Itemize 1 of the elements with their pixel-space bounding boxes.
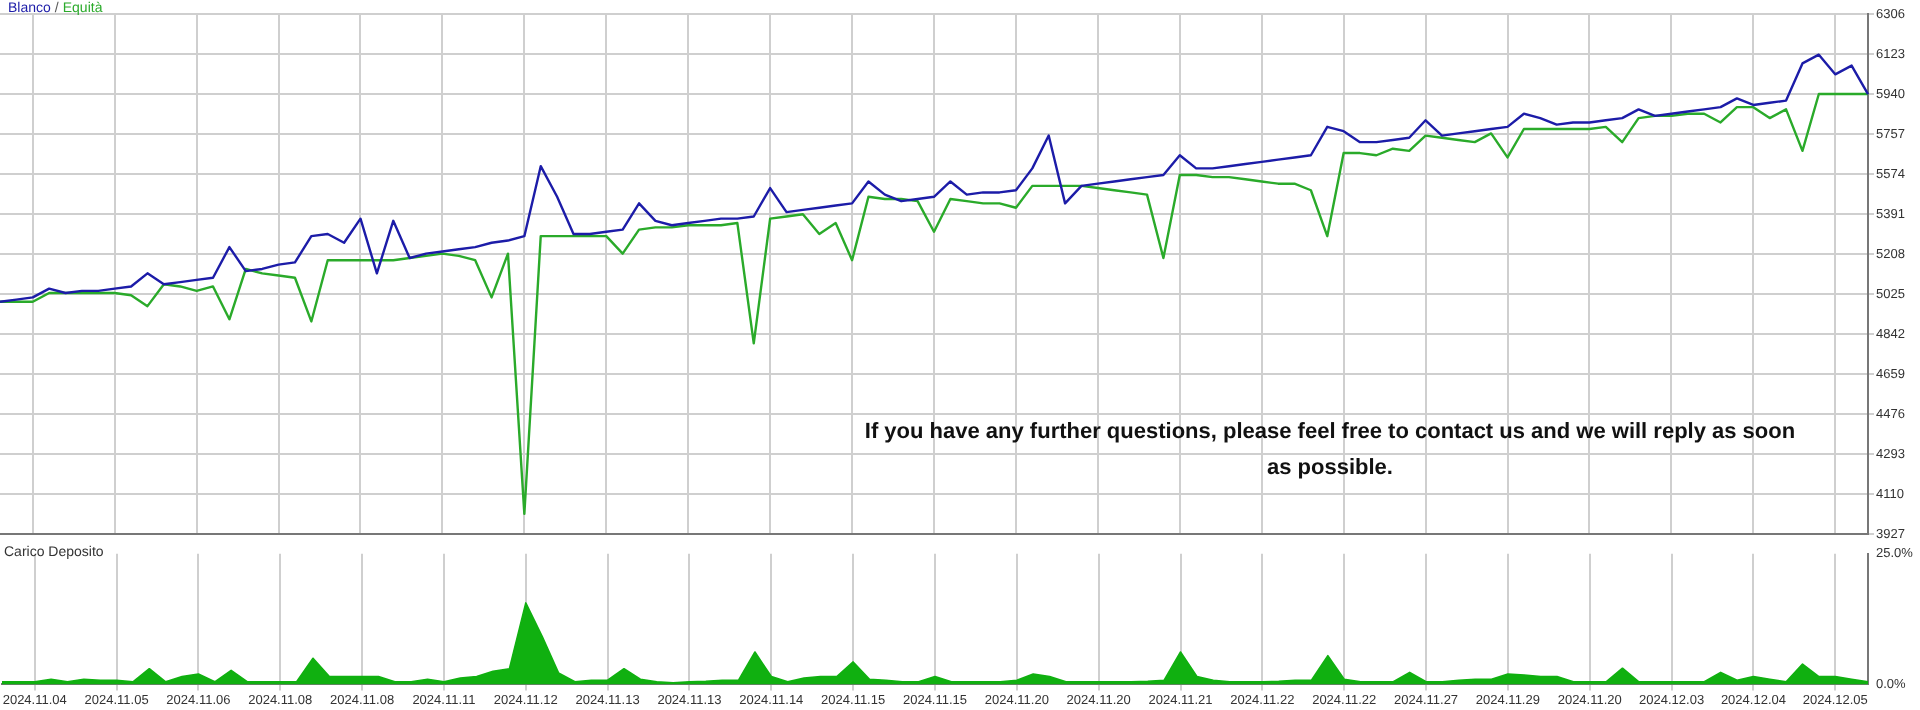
annotation: If you have any further questions, please feel free to contact us and we will reply as soon as possible.	[862, 418, 1798, 484]
